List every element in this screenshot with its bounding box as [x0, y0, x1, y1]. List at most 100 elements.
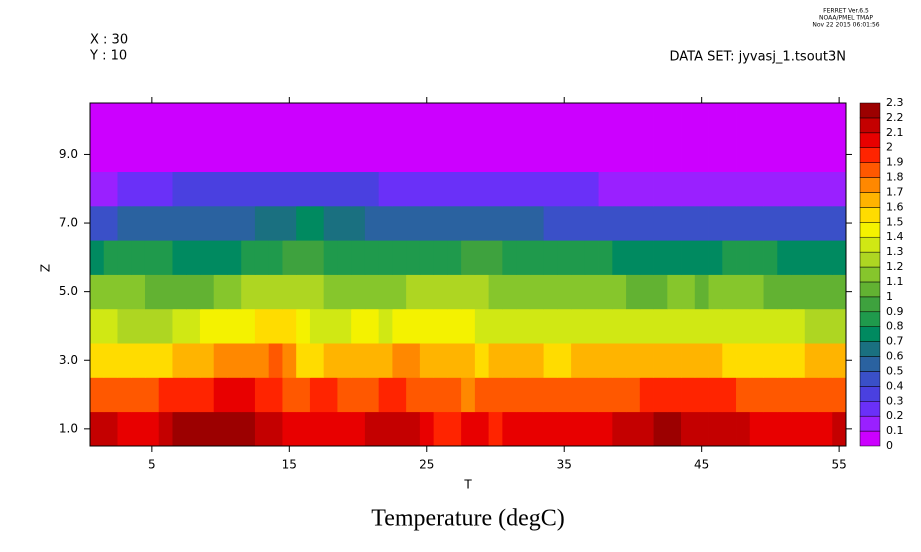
heatmap-cell	[529, 240, 544, 275]
heatmap-cell	[227, 137, 242, 172]
heatmap-cell	[144, 171, 160, 207]
heatmap-cell	[529, 343, 544, 378]
heatmap-cell	[461, 411, 476, 447]
heatmap-cell	[268, 137, 283, 172]
heatmap-cell	[268, 411, 283, 447]
heatmap-cell	[584, 240, 599, 275]
heatmap-cell	[90, 240, 105, 275]
heatmap-cell	[557, 205, 572, 241]
heatmap-cell	[804, 205, 819, 241]
heatmap-cell	[763, 171, 778, 207]
heatmap-cell	[612, 343, 627, 378]
heatmap-cell	[406, 377, 421, 413]
heatmap-cell	[364, 343, 380, 378]
heatmap-cell	[612, 240, 627, 275]
heatmap-cell	[172, 171, 187, 207]
heatmap-cell	[791, 274, 806, 310]
heatmap-cell	[117, 274, 132, 310]
heatmap-cell	[639, 274, 654, 310]
colorbar-label: 0.6	[886, 350, 904, 363]
heatmap-cell	[832, 103, 847, 138]
heatmap-cell	[90, 411, 105, 447]
heatmap-cell	[186, 377, 201, 413]
heatmap-cell	[543, 411, 558, 447]
heatmap-cell	[461, 308, 476, 344]
heatmap-cell	[172, 411, 187, 447]
colorbar-box	[859, 102, 881, 119]
heatmap-cell	[502, 240, 517, 275]
heatmap-cell	[736, 411, 751, 447]
heatmap-cell	[474, 103, 490, 138]
heatmap-cell	[653, 377, 668, 413]
heatmap-cell	[461, 171, 476, 207]
heatmap-cell	[90, 274, 105, 310]
heatmap-cell	[749, 411, 764, 447]
heatmap-cell	[158, 103, 173, 138]
heatmap-cell	[763, 343, 778, 378]
heatmap-cell	[763, 205, 778, 241]
heatmap-cell	[488, 137, 503, 172]
heatmap-cell	[763, 103, 778, 138]
stamp-line: NOAA/PMEL TMAP	[819, 15, 873, 22]
heatmap-cell	[213, 411, 228, 447]
heatmap-cell	[254, 411, 270, 447]
x-tick-label: 35	[557, 458, 572, 472]
heatmap-cell	[722, 205, 737, 241]
heatmap-cell	[213, 103, 228, 138]
heatmap-cell	[419, 171, 435, 207]
heatmap-cell	[832, 274, 847, 310]
heatmap-cell	[516, 308, 531, 344]
heatmap-cell	[667, 103, 682, 138]
heatmap-cell	[186, 103, 201, 138]
heatmap-cell	[694, 411, 709, 447]
x-tick-label: 25	[419, 458, 434, 472]
heatmap-cell	[626, 343, 641, 378]
heatmap-cell	[282, 343, 297, 378]
heatmap-cell	[626, 137, 641, 172]
heatmap-cell	[722, 343, 737, 378]
heatmap-cell	[103, 411, 118, 447]
heatmap-cell	[447, 411, 462, 447]
heatmap-cell	[268, 240, 283, 275]
heatmap-cell	[406, 411, 421, 447]
heatmap-cell	[309, 377, 325, 413]
heatmap-cell	[667, 137, 682, 172]
heatmap-cell	[818, 343, 833, 378]
colorbar-label: 0.8	[886, 320, 904, 333]
heatmap-cell	[681, 103, 696, 138]
heatmap-cell	[406, 240, 421, 275]
heatmap-cell	[557, 240, 572, 275]
heatmap-cell	[612, 377, 627, 413]
heatmap-cell	[447, 377, 462, 413]
heatmap-cell	[392, 377, 407, 413]
heatmap-cell	[584, 103, 599, 138]
heatmap-cell	[406, 103, 421, 138]
heatmap-cell	[309, 205, 325, 241]
heatmap-cell	[227, 411, 242, 447]
heatmap-cell	[131, 411, 146, 447]
heatmap-cell	[639, 377, 654, 413]
heatmap-cell	[777, 274, 792, 310]
heatmap-cell	[337, 171, 352, 207]
colorbar-box	[859, 251, 881, 268]
heatmap-cell	[777, 343, 792, 378]
heatmap-cell	[392, 308, 407, 344]
heatmap-cell	[103, 377, 118, 413]
heatmap-cell	[598, 377, 613, 413]
heatmap-cell	[461, 103, 476, 138]
heatmap-cell	[639, 240, 654, 275]
heatmap-cell	[736, 308, 751, 344]
heatmap-cell	[296, 137, 311, 172]
heatmap-cell	[804, 377, 819, 413]
heatmap-cell	[516, 240, 531, 275]
heatmap-cell	[406, 171, 421, 207]
heatmap-cell	[131, 377, 146, 413]
heatmap-cell	[268, 171, 283, 207]
colorbar-label: 1.3	[886, 245, 904, 258]
heatmap-cell	[791, 205, 806, 241]
heatmap-cell	[337, 411, 352, 447]
heatmap-cell	[103, 137, 118, 172]
heatmap-cell	[694, 103, 709, 138]
heatmap-cell	[323, 308, 338, 344]
heatmap-cell	[791, 411, 806, 447]
